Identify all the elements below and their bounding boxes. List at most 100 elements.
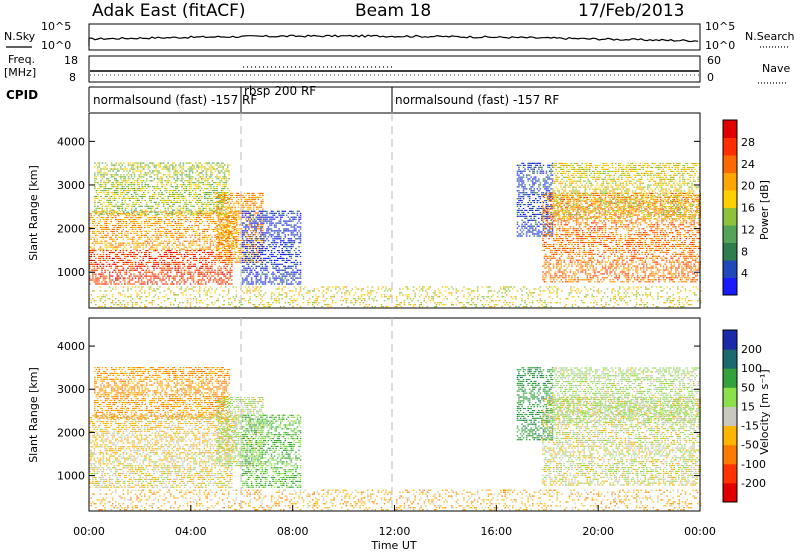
power-echo-cell: [133, 254, 135, 255]
power-echo-cell: [165, 281, 167, 282]
power-echo-cell: [118, 219, 120, 220]
power-echo-cell: [147, 276, 149, 277]
power-echo-cell: [222, 256, 224, 257]
power-echo-cell: [149, 245, 151, 246]
power-echo-cell: [155, 219, 157, 220]
power-echo-cell: [141, 233, 143, 234]
power-echo-cell: [129, 279, 131, 280]
freq-panel-frame: [89, 56, 700, 82]
power-echo-cell: [138, 223, 140, 224]
power-echo-cell: [152, 217, 154, 218]
power-echo-cell: [130, 262, 132, 263]
power-echo-cell: [149, 239, 151, 240]
power-echo-cell: [92, 211, 94, 212]
power-echo-cell: [113, 264, 115, 265]
power-echo-cell: [202, 279, 204, 280]
power-echo-cell: [139, 278, 141, 279]
power-echo-cell: [104, 229, 106, 230]
power-echo-cell: [219, 274, 221, 275]
power-echo-cell: [120, 278, 122, 279]
power-echo-cell: [217, 268, 219, 269]
power-echo-cell: [146, 250, 148, 251]
power-echo-cell: [207, 270, 209, 271]
power-echo-cell: [91, 252, 93, 253]
power-echo-cell: [109, 256, 111, 257]
power-echo-cell: [107, 235, 109, 236]
power-echo-cell: [136, 247, 138, 248]
power-echo-cell: [124, 221, 126, 222]
power-echo-cell: [133, 243, 135, 244]
power-echo-cell: [109, 281, 111, 282]
power-echo-cell: [118, 243, 120, 244]
power-echo-cell: [211, 252, 213, 253]
power-echo-cell: [92, 243, 94, 244]
power-echo-cell: [139, 215, 141, 216]
power-echo-cell: [123, 250, 125, 251]
power-echo-cell: [113, 229, 115, 230]
power-echo-cell: [164, 256, 166, 257]
power-echo-cell: [196, 270, 198, 271]
power-echo-cell: [135, 276, 137, 277]
power-echo-cell: [112, 241, 114, 242]
power-echo-cell: [133, 256, 135, 257]
power-echo-cell: [100, 254, 102, 255]
power-echo-cell: [156, 247, 158, 248]
power-echo-cell: [138, 239, 140, 240]
power-echo-cell: [193, 278, 195, 279]
power-echo-cell: [103, 252, 105, 253]
power-echo-cell: [117, 276, 119, 277]
power-echo-cell: [117, 268, 119, 269]
power-echo-cell: [159, 256, 161, 257]
power-echo-cell: [138, 247, 140, 248]
power-echo-cell: [130, 247, 132, 248]
power-echo-cell: [141, 252, 143, 253]
power-echo-cell: [143, 266, 145, 267]
power-echo-cell: [136, 268, 138, 269]
power-echo-cell: [104, 276, 106, 277]
power-echo-cell: [199, 279, 201, 280]
power-echo-cell: [107, 260, 109, 261]
power-echo-cell: [129, 260, 131, 261]
power-echo-cell: [164, 260, 166, 261]
power-echo-cell: [175, 278, 177, 279]
power-echo-cell: [153, 268, 155, 269]
power-echo-cell: [129, 239, 131, 240]
power-echo-cell: [106, 217, 108, 218]
power-echo-cell: [118, 227, 120, 228]
power-echo-cell: [170, 283, 172, 284]
nave-ytick-bottom: 0: [707, 71, 714, 84]
power-echo-cell: [162, 264, 164, 265]
power-echo-cell: [95, 223, 97, 224]
power-echo-cell: [107, 270, 109, 271]
power-echo-cell: [231, 272, 233, 273]
power-echo-cell: [187, 272, 189, 273]
power-echo-cell: [94, 270, 96, 271]
power-echo-cell: [155, 221, 157, 222]
power-echo-cell: [143, 278, 145, 279]
power-echo-cell: [193, 279, 195, 280]
power-echo-cell: [153, 235, 155, 236]
power-echo-cell: [92, 249, 94, 250]
power-echo-cell: [165, 241, 167, 242]
power-echo-cell: [156, 262, 158, 263]
power-echo-cell: [97, 229, 99, 230]
power-echo-cell: [126, 237, 128, 238]
power-echo-cell: [135, 211, 137, 212]
power-echo-cell: [103, 217, 105, 218]
power-echo-cell: [104, 227, 106, 228]
power-echo-cell: [132, 252, 134, 253]
power-echo-cell: [118, 278, 120, 279]
power-echo-cell: [178, 262, 180, 263]
power-echo-cell: [100, 217, 102, 218]
power-echo-cell: [103, 260, 105, 261]
power-echo-cell: [135, 278, 137, 279]
power-echo-cell: [120, 252, 122, 253]
power-echo-cell: [103, 254, 105, 255]
power-echo-cell: [146, 219, 148, 220]
power-echo-cell: [164, 223, 166, 224]
power-echo-cell: [100, 249, 102, 250]
power-echo-cell: [133, 258, 135, 259]
power-echo-cell: [146, 278, 148, 279]
power-echo-cell: [94, 215, 96, 216]
power-echo-cell: [146, 270, 148, 271]
